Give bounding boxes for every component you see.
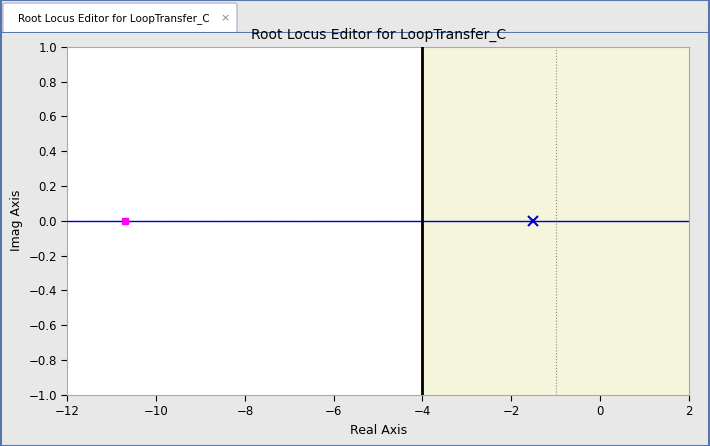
Y-axis label: Imag Axis: Imag Axis bbox=[10, 190, 23, 252]
Text: Root Locus Editor for LoopTransfer_C: Root Locus Editor for LoopTransfer_C bbox=[18, 13, 209, 24]
FancyBboxPatch shape bbox=[3, 3, 237, 33]
Bar bbox=[422, 47, 689, 395]
X-axis label: Real Axis: Real Axis bbox=[349, 424, 407, 437]
Text: ×: × bbox=[220, 13, 230, 23]
Title: Root Locus Editor for LoopTransfer_C: Root Locus Editor for LoopTransfer_C bbox=[251, 28, 506, 41]
